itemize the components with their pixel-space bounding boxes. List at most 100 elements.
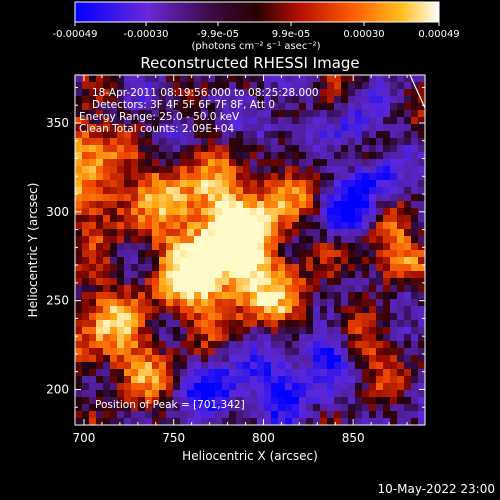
heatmap-cell	[152, 306, 160, 314]
heatmap-cell	[250, 306, 258, 314]
heatmap-cell	[376, 243, 384, 251]
heatmap-cell	[117, 278, 125, 286]
heatmap-cell	[110, 75, 118, 83]
heatmap-cell	[390, 376, 398, 384]
heatmap-cell	[152, 103, 160, 111]
heatmap-cell	[145, 208, 153, 216]
heatmap-cell	[257, 159, 265, 167]
heatmap-cell	[180, 390, 188, 398]
heatmap-cell	[397, 236, 405, 244]
heatmap-cell	[117, 180, 125, 188]
heatmap-cell	[138, 411, 146, 419]
heatmap-cell	[110, 110, 118, 118]
heatmap-cell	[103, 306, 111, 314]
heatmap-cell	[152, 327, 160, 335]
heatmap-cell	[397, 348, 405, 356]
heatmap-cell	[124, 397, 132, 405]
heatmap-cell	[348, 215, 356, 223]
heatmap-cell	[250, 397, 258, 405]
heatmap-cell	[145, 376, 153, 384]
heatmap-cell	[306, 229, 314, 237]
heatmap-cell	[152, 320, 160, 328]
heatmap-cell	[103, 208, 111, 216]
heatmap-cell	[124, 257, 132, 265]
heatmap-cell	[173, 124, 181, 132]
heatmap-cell	[229, 313, 237, 321]
heatmap-cell	[131, 124, 139, 132]
heatmap-cell	[124, 194, 132, 202]
heatmap-cell	[320, 166, 328, 174]
heatmap-cell	[383, 348, 391, 356]
heatmap-cell	[131, 222, 139, 230]
heatmap-cell	[327, 376, 335, 384]
heatmap-cell	[341, 229, 349, 237]
heatmap-cell	[145, 250, 153, 258]
heatmap-cell	[166, 124, 174, 132]
heatmap-cell	[292, 75, 300, 83]
heatmap-cell	[348, 180, 356, 188]
heatmap-cell	[397, 369, 405, 377]
heatmap-cell	[145, 82, 153, 90]
heatmap-cell	[222, 166, 230, 174]
heatmap-cell	[285, 180, 293, 188]
heatmap-cell	[327, 334, 335, 342]
heatmap-cell	[257, 194, 265, 202]
heatmap-cell	[173, 187, 181, 195]
heatmap-cell	[103, 271, 111, 279]
heatmap-cell	[187, 278, 195, 286]
heatmap-cell	[257, 201, 265, 209]
heatmap-cell	[278, 138, 286, 146]
heatmap-cell	[194, 89, 202, 97]
heatmap-cell	[110, 278, 118, 286]
heatmap-cell	[278, 110, 286, 118]
heatmap-cell	[299, 201, 307, 209]
heatmap-cell	[138, 236, 146, 244]
heatmap-cell	[390, 397, 398, 405]
heatmap-cell	[110, 250, 118, 258]
heatmap-cell	[187, 285, 195, 293]
heatmap-cell	[390, 236, 398, 244]
heatmap-cell	[285, 299, 293, 307]
heatmap-cell	[201, 229, 209, 237]
heatmap-cell	[222, 397, 230, 405]
heatmap-cell	[159, 334, 167, 342]
heatmap-cell	[124, 96, 132, 104]
heatmap-cell	[327, 397, 335, 405]
heatmap-cell	[383, 194, 391, 202]
heatmap-cell	[131, 271, 139, 279]
heatmap-cell	[397, 327, 405, 335]
heatmap-cell	[411, 292, 419, 300]
heatmap-cell	[299, 390, 307, 398]
heatmap-cell	[208, 194, 216, 202]
heatmap-cell	[285, 362, 293, 370]
heatmap-cell	[110, 292, 118, 300]
heatmap-cell	[341, 194, 349, 202]
heatmap-cell	[390, 299, 398, 307]
heatmap-cell	[341, 355, 349, 363]
heatmap-cell	[355, 243, 363, 251]
heatmap-cell	[376, 180, 384, 188]
heatmap-cell	[397, 75, 405, 83]
heatmap-cell	[82, 159, 90, 167]
heatmap-cell	[327, 313, 335, 321]
heatmap-cell	[285, 278, 293, 286]
heatmap-cell	[152, 187, 160, 195]
heatmap-cell	[110, 404, 118, 412]
heatmap-cell	[257, 383, 265, 391]
heatmap-cell	[208, 271, 216, 279]
heatmap-cell	[201, 75, 209, 83]
heatmap-cell	[131, 89, 139, 97]
heatmap-cell	[250, 103, 258, 111]
heatmap-cell	[152, 89, 160, 97]
heatmap-cell	[264, 222, 272, 230]
heatmap-cell	[313, 243, 321, 251]
heatmap-cell	[75, 159, 83, 167]
heatmap-cell	[355, 411, 363, 419]
heatmap-cell	[278, 341, 286, 349]
heatmap-cell	[376, 285, 384, 293]
heatmap-cell	[306, 327, 314, 335]
heatmap-cell	[159, 131, 167, 139]
heatmap-cell	[362, 82, 370, 90]
heatmap-cell	[222, 229, 230, 237]
heatmap-cell	[82, 271, 90, 279]
